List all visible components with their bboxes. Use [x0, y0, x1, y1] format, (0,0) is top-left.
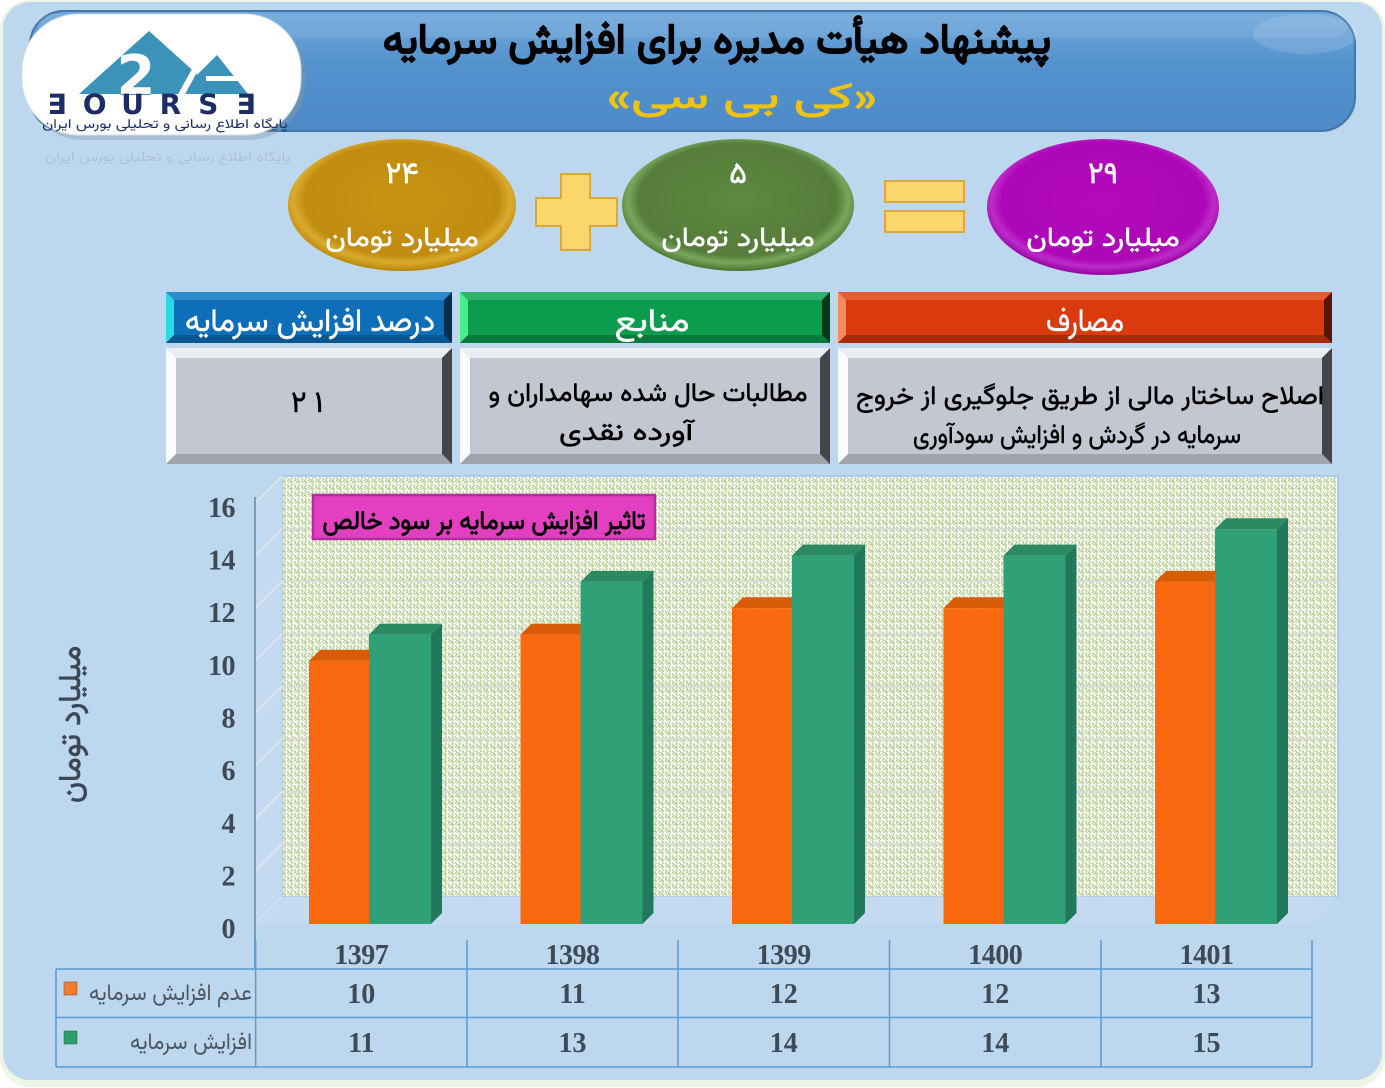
svg-text:8: 8: [222, 704, 236, 735]
svg-text:12: 12: [981, 979, 1009, 1010]
svg-text:0: 0: [222, 914, 236, 945]
svg-text:1400: 1400: [968, 940, 1022, 971]
svg-text:10: 10: [347, 979, 375, 1010]
svg-text:11: 11: [559, 979, 585, 1010]
svg-text:4: 4: [222, 809, 236, 840]
svg-text:6: 6: [222, 756, 236, 787]
svg-text:12: 12: [208, 598, 235, 629]
svg-text:1401: 1401: [1180, 940, 1234, 971]
svg-text:16: 16: [208, 493, 236, 524]
svg-text:2: 2: [222, 861, 236, 892]
svg-text:14: 14: [770, 1028, 798, 1059]
svg-text:13: 13: [559, 1028, 587, 1059]
svg-text:12: 12: [770, 979, 798, 1010]
svg-text:1398: 1398: [546, 940, 601, 971]
svg-text:14: 14: [981, 1028, 1009, 1059]
svg-text:1399: 1399: [757, 940, 811, 971]
svg-text:11: 11: [348, 1028, 374, 1059]
svg-text:14: 14: [208, 546, 236, 577]
svg-text:13: 13: [1193, 979, 1221, 1010]
svg-text:10: 10: [208, 651, 235, 682]
svg-text:15: 15: [1193, 1028, 1221, 1059]
svg-text:1397: 1397: [334, 940, 389, 971]
